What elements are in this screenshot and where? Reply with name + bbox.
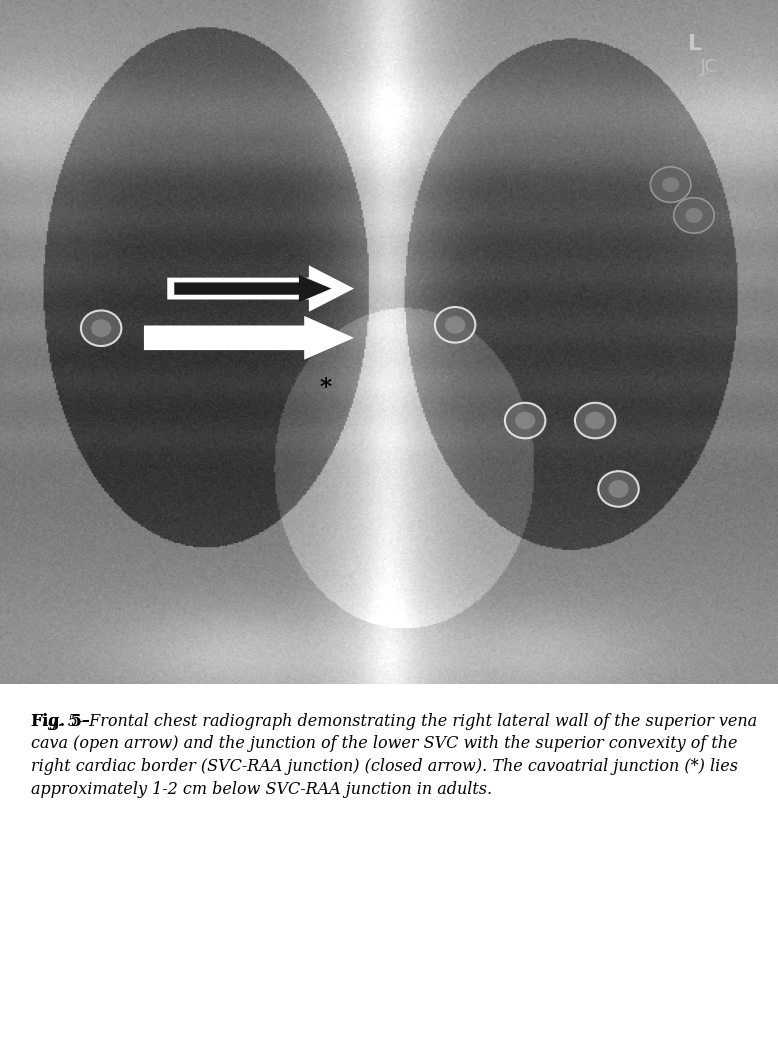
- Circle shape: [662, 177, 679, 192]
- Text: JC: JC: [701, 58, 718, 76]
- FancyArrow shape: [167, 265, 354, 312]
- Circle shape: [91, 319, 111, 337]
- Circle shape: [685, 208, 703, 223]
- Circle shape: [598, 471, 639, 506]
- Circle shape: [575, 403, 615, 438]
- Circle shape: [445, 316, 465, 334]
- Circle shape: [585, 411, 605, 429]
- FancyArrow shape: [174, 275, 331, 303]
- FancyArrow shape: [144, 316, 354, 360]
- Circle shape: [435, 307, 475, 342]
- Circle shape: [650, 167, 691, 203]
- Circle shape: [608, 480, 629, 498]
- Text: L: L: [688, 34, 702, 54]
- Circle shape: [505, 403, 545, 438]
- Circle shape: [81, 310, 121, 346]
- Text: Fig. 5–: Fig. 5–: [31, 713, 90, 730]
- Text: Fig. 5– Frontal chest radiograph demonstrating the right lateral wall of the sup: Fig. 5– Frontal chest radiograph demonst…: [31, 713, 757, 799]
- Text: *: *: [319, 377, 331, 401]
- Circle shape: [515, 411, 535, 429]
- Circle shape: [674, 197, 714, 233]
